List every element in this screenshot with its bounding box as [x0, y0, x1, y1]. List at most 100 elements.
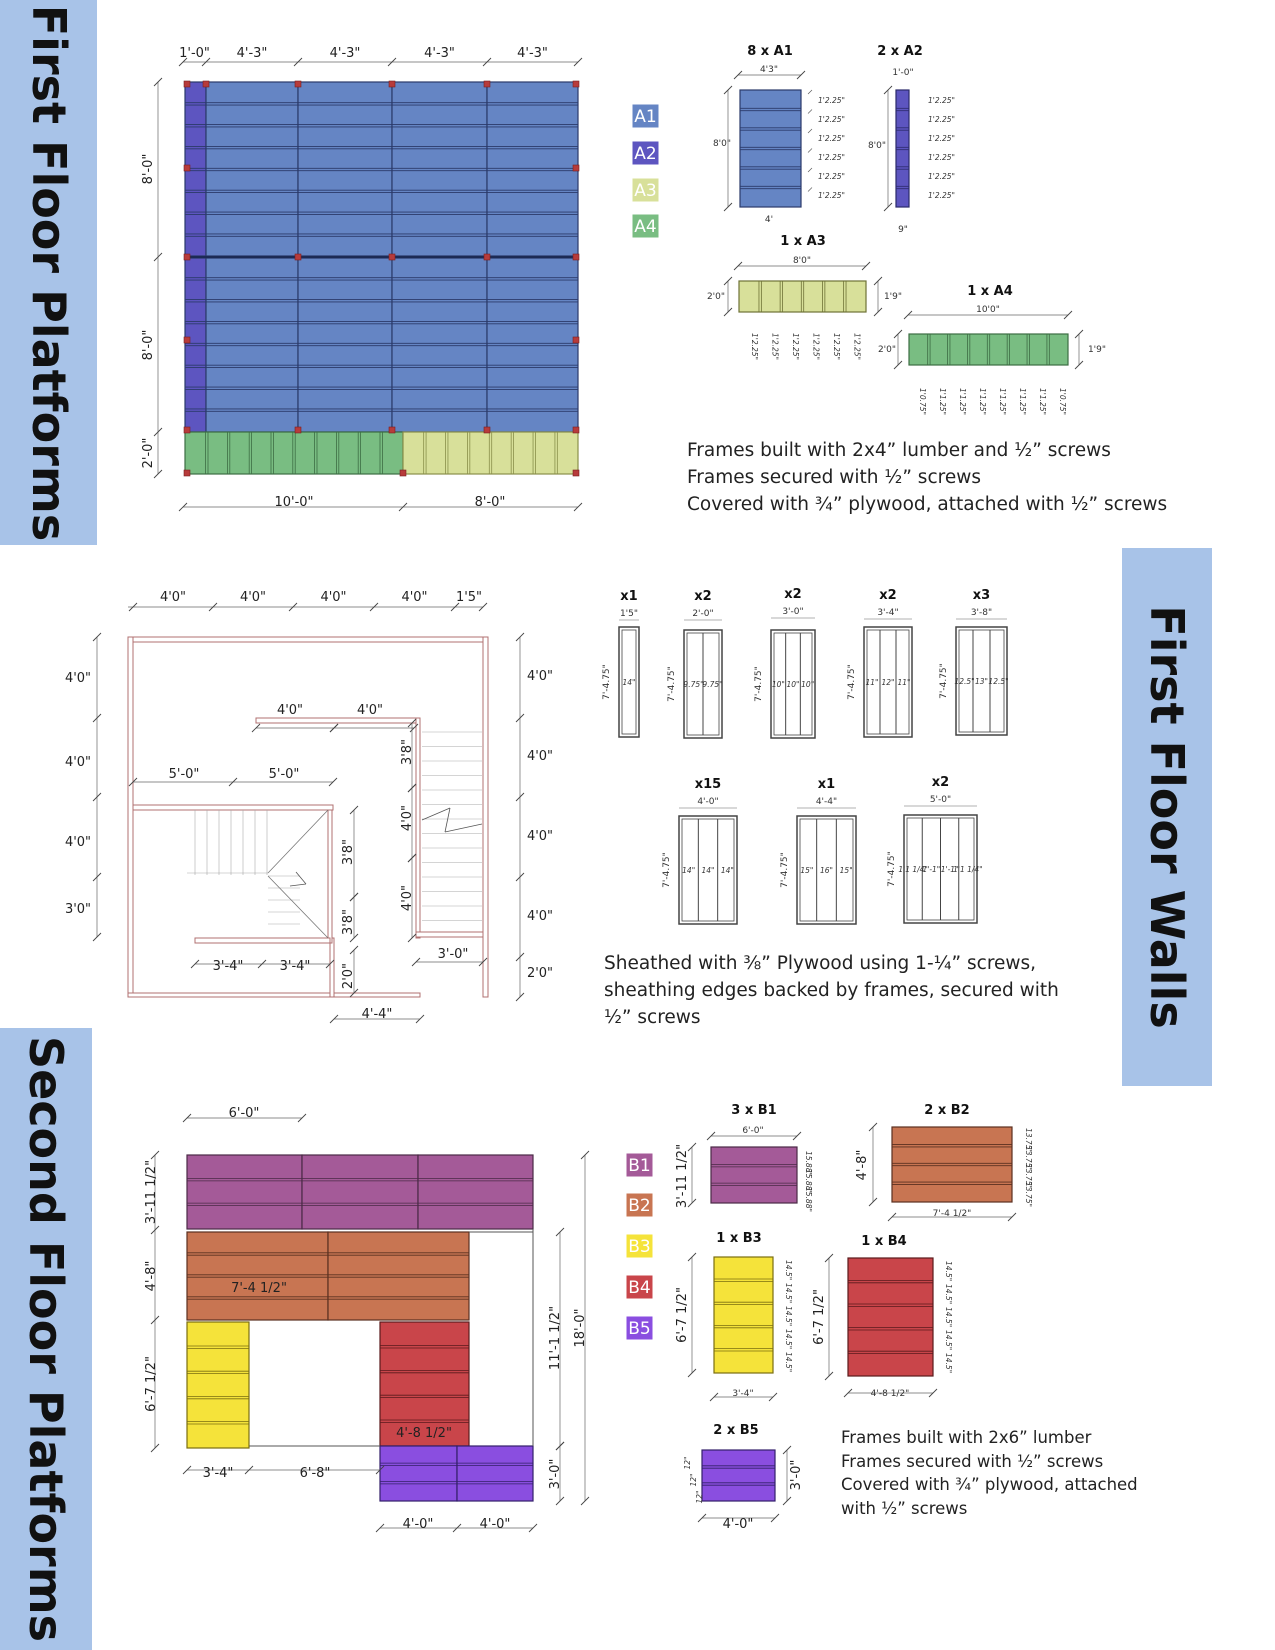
stair-break — [444, 807, 451, 833]
walls-right-dim: 2'0" — [527, 966, 553, 981]
dimension-tick — [201, 57, 211, 67]
wall-frame-height: 7'-4.75" — [847, 664, 857, 700]
dimension-tick — [883, 202, 893, 212]
dimension-tick — [528, 1523, 538, 1533]
post-marker — [388, 426, 396, 434]
dimension-tick — [329, 1014, 339, 1024]
walls-bottom-width: 4'-4" — [362, 1007, 393, 1022]
walls-lower-dim: 3'-4" — [280, 959, 311, 974]
platform2-b1 — [301, 1154, 419, 1230]
band-first-floor-platforms: First Floor Platforms — [0, 0, 97, 545]
dimension-tick — [1063, 310, 1073, 320]
dimension-tick — [796, 70, 806, 80]
walls-top-dim: 4'0" — [401, 590, 427, 605]
dimension-tick — [887, 1212, 897, 1222]
dimension-tick — [153, 77, 163, 87]
b4-spacing: 14.5" — [944, 1353, 953, 1373]
a1-spacing: 1'2.25" — [818, 134, 845, 143]
a2-spacing: 1'2.25" — [928, 134, 955, 143]
dimension-tick — [555, 1496, 565, 1506]
wall-frame-stud-spacing: 1'1 1/4" — [898, 865, 928, 874]
dimension-tick — [723, 276, 733, 286]
platform2-b4-inner-dim: 4'-8 1/2" — [396, 1426, 452, 1441]
dimension-tick — [903, 310, 913, 320]
a2-spacing: 1'2.25" — [928, 172, 955, 181]
b2-width: 7'-4 1/2" — [933, 1209, 972, 1219]
a1-spacing: 1'2.25" — [818, 96, 845, 105]
dimension-tick — [573, 57, 583, 67]
walls-stair-bottom: 3'-0" — [438, 947, 469, 962]
b2-spacing: 13.75" — [1024, 1164, 1033, 1189]
b2-spacing: 13.75" — [1024, 1182, 1033, 1207]
dimension-tick — [228, 777, 238, 787]
legend-b4-label: B4 — [628, 1278, 650, 1298]
b3-title: 1 x B3 — [716, 1231, 761, 1246]
wall-frame-stud-spacing: 9.75" — [702, 680, 722, 689]
walls-left-dim: 4'0" — [65, 671, 91, 686]
dimension-tick — [824, 1371, 834, 1381]
dimension-tick — [478, 602, 488, 612]
post-marker — [572, 426, 580, 434]
legend-b5-label: B5 — [628, 1319, 650, 1339]
wall-frame-stud-spacing: 1'-1" — [941, 865, 959, 874]
wall-frame-inner — [773, 632, 813, 736]
wall-frame-stud-spacing: 1'1 1/4" — [953, 865, 983, 874]
wall-stair-right — [415, 717, 421, 939]
post-marker — [572, 164, 580, 172]
dimension-tick — [257, 959, 267, 969]
walls-stair-v3: 3'8" — [341, 909, 356, 935]
b2-spacing: 13.75" — [1024, 1146, 1033, 1171]
platform2-bottom-dim: 4'-0" — [480, 1517, 511, 1532]
platform1-top-dim: 4'-3" — [424, 46, 455, 61]
wall-right — [482, 636, 489, 998]
dimension-tick — [580, 1150, 590, 1160]
note-line: Sheathed with ⅜” Plywood using 1-¼” scre… — [604, 953, 1037, 974]
post-marker — [202, 80, 210, 88]
wall-frame-count: x3 — [973, 588, 990, 603]
dimension-tick — [928, 1388, 938, 1398]
dimension-tick — [349, 805, 359, 815]
platform2-b5 — [456, 1445, 534, 1502]
b2-spacing: 13.75" — [1024, 1128, 1033, 1153]
note-line: ½” screws — [604, 1007, 701, 1028]
dimension-tick — [153, 427, 163, 437]
platform2-notes: Frames built with 2x6” lumber Frames sec… — [841, 1426, 1138, 1520]
platform2-left-dim: 3'-11 1/2" — [144, 1160, 159, 1224]
wall-lower-inner — [194, 937, 331, 944]
a1-spacing: 1'2.25" — [818, 153, 845, 162]
walls-stair-v5: 4'0" — [400, 885, 415, 911]
dimension-tick — [415, 1014, 425, 1024]
dimension-tick — [128, 777, 138, 787]
note-line: Frames secured with ½” screws — [687, 467, 981, 488]
walls-stair-v2: 3'8" — [341, 839, 356, 865]
wall-frame-inner — [866, 629, 910, 735]
a4-spacing: 1'1.25" — [938, 388, 947, 415]
dimension-tick — [407, 718, 417, 728]
a1-spacing-tick — [807, 89, 813, 95]
b4-spacing: 14.5" — [944, 1261, 953, 1281]
platform2-bottom-dim: 6'-8" — [300, 1466, 331, 1481]
wall-frame-stud-spacing: 12.5" — [988, 677, 1008, 686]
wall-mid-inner — [132, 804, 334, 811]
wall-frame — [678, 815, 738, 925]
dimension-tick — [573, 502, 583, 512]
b1-frame — [710, 1146, 798, 1204]
note-line: with ½” screws — [841, 1498, 968, 1518]
stair-diagonal — [267, 809, 329, 874]
dimension-tick — [178, 502, 188, 512]
wall-left — [127, 636, 134, 998]
legend-b3-label: B3 — [628, 1237, 650, 1257]
wall-frame-inner — [621, 629, 637, 735]
dimension-tick — [387, 57, 397, 67]
post-marker — [183, 253, 191, 261]
wall-frame — [863, 626, 913, 738]
dimension-tick — [687, 1368, 697, 1378]
wall-frame-count: x2 — [784, 587, 801, 602]
b5-spacing: 12" — [683, 1457, 692, 1470]
walls-left-dim: 4'0" — [65, 755, 91, 770]
a1-frame — [739, 89, 802, 208]
a4-frame — [908, 333, 1069, 366]
wall-bottom-left — [127, 992, 334, 998]
post-marker — [572, 336, 580, 344]
